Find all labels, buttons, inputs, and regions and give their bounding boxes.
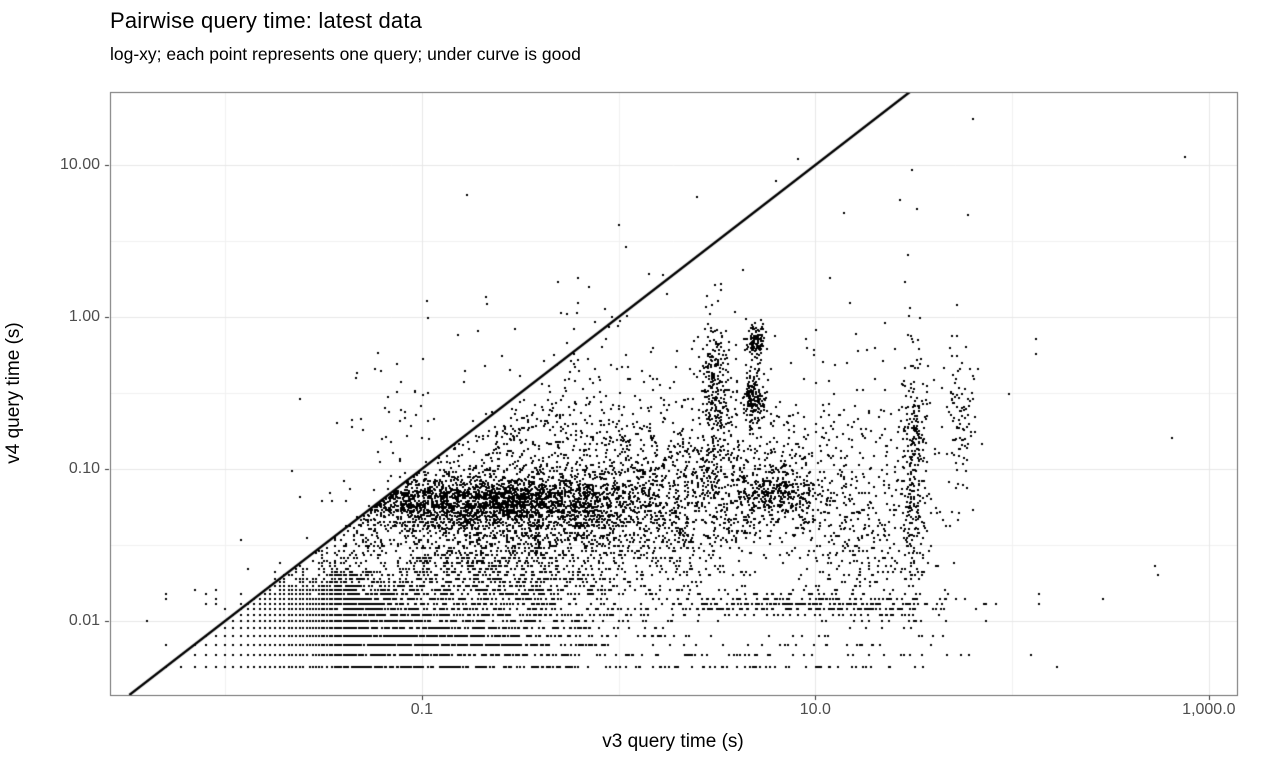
y-tick-label: 0.01 bbox=[68, 612, 100, 629]
y-axis-title: v4 query time (s) bbox=[3, 322, 24, 464]
x-axis-title: v3 query time (s) bbox=[602, 731, 744, 752]
y-tick-label: 0.10 bbox=[68, 459, 100, 477]
y-tick-label: 10.00 bbox=[59, 155, 100, 173]
chart-title: Pairwise query time: latest data bbox=[110, 8, 423, 33]
x-tick-label: 10.0 bbox=[799, 701, 831, 718]
y-tick-label: 1.00 bbox=[68, 307, 100, 325]
x-tick-label: 0.1 bbox=[410, 701, 433, 718]
chart-subtitle: log-xy; each point represents one query;… bbox=[110, 44, 581, 64]
x-tick-label: 1,000.0 bbox=[1182, 701, 1236, 718]
